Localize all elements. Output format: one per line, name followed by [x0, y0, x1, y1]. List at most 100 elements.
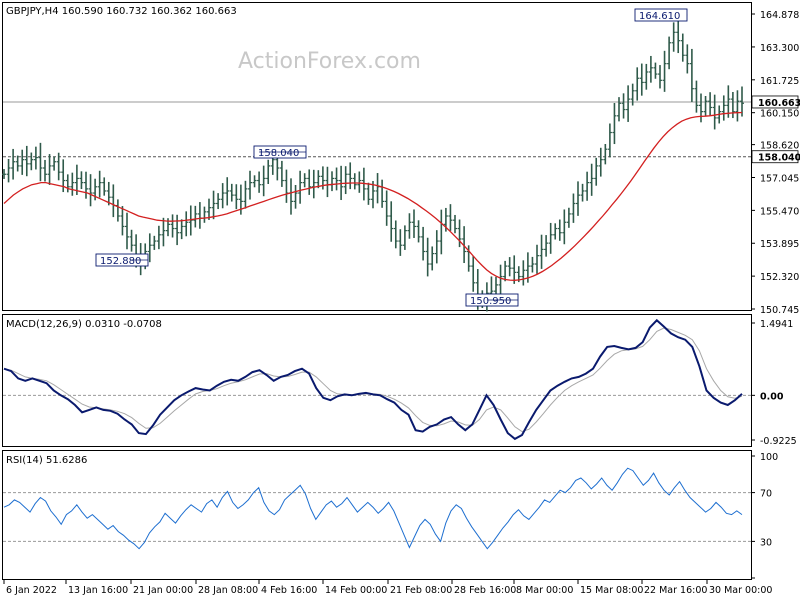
time-tick-label: 15 Mar 08:00: [580, 585, 643, 596]
ohlc-bar: [266, 159, 271, 184]
ohlc-bar: [630, 83, 635, 106]
ohlc-bar: [47, 154, 52, 185]
ohlc-bar: [225, 177, 230, 206]
ohlc-bar: [598, 147, 603, 177]
ohlc-bar: [389, 201, 394, 242]
ohlc-bar: [316, 170, 321, 189]
ohlc-bar: [603, 143, 608, 165]
ohlc-bar: [29, 152, 34, 171]
ohlc-bar: [621, 93, 626, 119]
ohlc-bar: [125, 212, 129, 250]
macd-zero-label: 0.00: [760, 391, 784, 402]
ohlc-bar: [129, 229, 134, 252]
ohlc-bar: [635, 67, 640, 101]
ohlc-bar: [585, 171, 590, 201]
price-annotations: 164.610 158.040 152.880 150.950: [95, 8, 688, 307]
ohlc-bar: [393, 220, 398, 249]
rsi-panel-frame: [2, 450, 752, 580]
ohlc-bar: [530, 256, 535, 273]
ohlc-bar: [343, 166, 348, 195]
price-axis: 164.878 163.300 161.725 160.150 158.620 157.0…: [751, 10, 800, 316]
rsi-layer: 100 70 30: [3, 452, 778, 579]
ohlc-bar: [699, 93, 703, 123]
current-price-label-box: [751, 95, 799, 109]
ohlc-bar: [566, 207, 571, 228]
ohlc-bar: [170, 214, 175, 238]
ohlc-bar: [152, 235, 157, 250]
ohlc-bar: [503, 260, 508, 282]
ohlc-bar: [371, 181, 375, 209]
ohlc-bar: [662, 50, 667, 92]
ohlc-bar: [453, 214, 457, 234]
ohlc-bar: [544, 235, 549, 257]
chart-title: GBPJPY,H4 160.590 160.732 160.362 160.66…: [6, 6, 237, 17]
macd-line: [3, 318, 743, 441]
ohlc-bar: [466, 245, 471, 272]
ohlc-bar: [462, 226, 467, 264]
ohlc-bar: [33, 146, 38, 170]
watermark: ActionForex.com: [238, 49, 421, 74]
ohlc-bar: [412, 209, 416, 238]
price-tick-label: 152.320: [760, 272, 799, 283]
ohlc-bar: [229, 183, 234, 202]
ohlc-bar: [97, 170, 102, 198]
ohlc-bar: [735, 90, 740, 122]
ohlc-bar: [457, 219, 462, 248]
ohlc-bar: [471, 256, 476, 292]
time-tick-label: 28 Jan 08:00: [198, 585, 258, 596]
ohlc-bar: [293, 184, 298, 209]
price-tick-label: 155.470: [760, 206, 799, 217]
macd-layer: 1.4941 0.00 -0.9225: [3, 318, 797, 447]
ohlc-bar: [106, 181, 111, 206]
ohlc-bar: [74, 164, 79, 195]
ohlc-bar: [102, 177, 107, 196]
ohlc-bar: [2, 169, 6, 179]
price-tick-label: 157.045: [760, 173, 799, 184]
ohlc-bar: [708, 92, 713, 116]
time-tick-label: 21 Feb 08:00: [390, 585, 452, 596]
ohlc-bar: [512, 255, 517, 284]
level-label: 158.040: [758, 153, 800, 164]
ohlc-bar: [220, 183, 225, 209]
ohlc-bar: [676, 18, 681, 54]
macd-title: MACD(12,26,9) 0.0310 -0.0708: [6, 319, 162, 330]
ohlc-bar: [38, 142, 43, 182]
ohlc-bar: [120, 206, 125, 236]
ma-line: [3, 111, 743, 281]
time-tick-label: 6 Jan 2022: [6, 585, 57, 596]
ohlc-bar: [594, 157, 599, 186]
ohlc-bar: [416, 220, 421, 243]
ohlc-bar: [147, 233, 152, 263]
ohlc-bar: [694, 80, 699, 113]
ohlc-bar: [216, 193, 221, 210]
ohlc-bar: [11, 148, 16, 180]
ohlc-bar: [685, 44, 690, 74]
ohlc-bar: [65, 174, 70, 193]
annotation-label: 152.880: [100, 256, 141, 267]
ohlc-bar: [193, 205, 198, 228]
ohlc-bar: [243, 180, 248, 209]
ohlc-bar: [179, 219, 184, 240]
time-tick-label: 28 Feb 16:00: [454, 585, 516, 596]
annotation-label: 158.040: [258, 148, 299, 159]
ohlc-bar: [257, 171, 262, 193]
ohlc-bar: [421, 226, 426, 261]
ohlc-bar: [384, 190, 389, 226]
ohlc-bar: [721, 95, 726, 121]
ohlc-bar: [434, 230, 439, 264]
price-tick-label: 150.745: [760, 305, 799, 316]
ohlc-bar: [667, 36, 672, 70]
ohlc-bar: [658, 65, 662, 89]
price-bars: [2, 18, 744, 312]
ohlc-bar: [334, 167, 339, 191]
rsi-tick-label: 70: [760, 489, 772, 500]
ohlc-bar: [548, 222, 553, 254]
ohlc-bar: [671, 22, 676, 52]
ohlc-bar: [712, 94, 717, 130]
ohlc-bar: [740, 86, 744, 117]
ohlc-bar: [20, 149, 25, 175]
ohlc-bar: [175, 214, 180, 246]
ohlc-bar: [357, 171, 362, 193]
ohlc-bar: [562, 209, 567, 245]
ohlc-bar: [430, 246, 435, 271]
